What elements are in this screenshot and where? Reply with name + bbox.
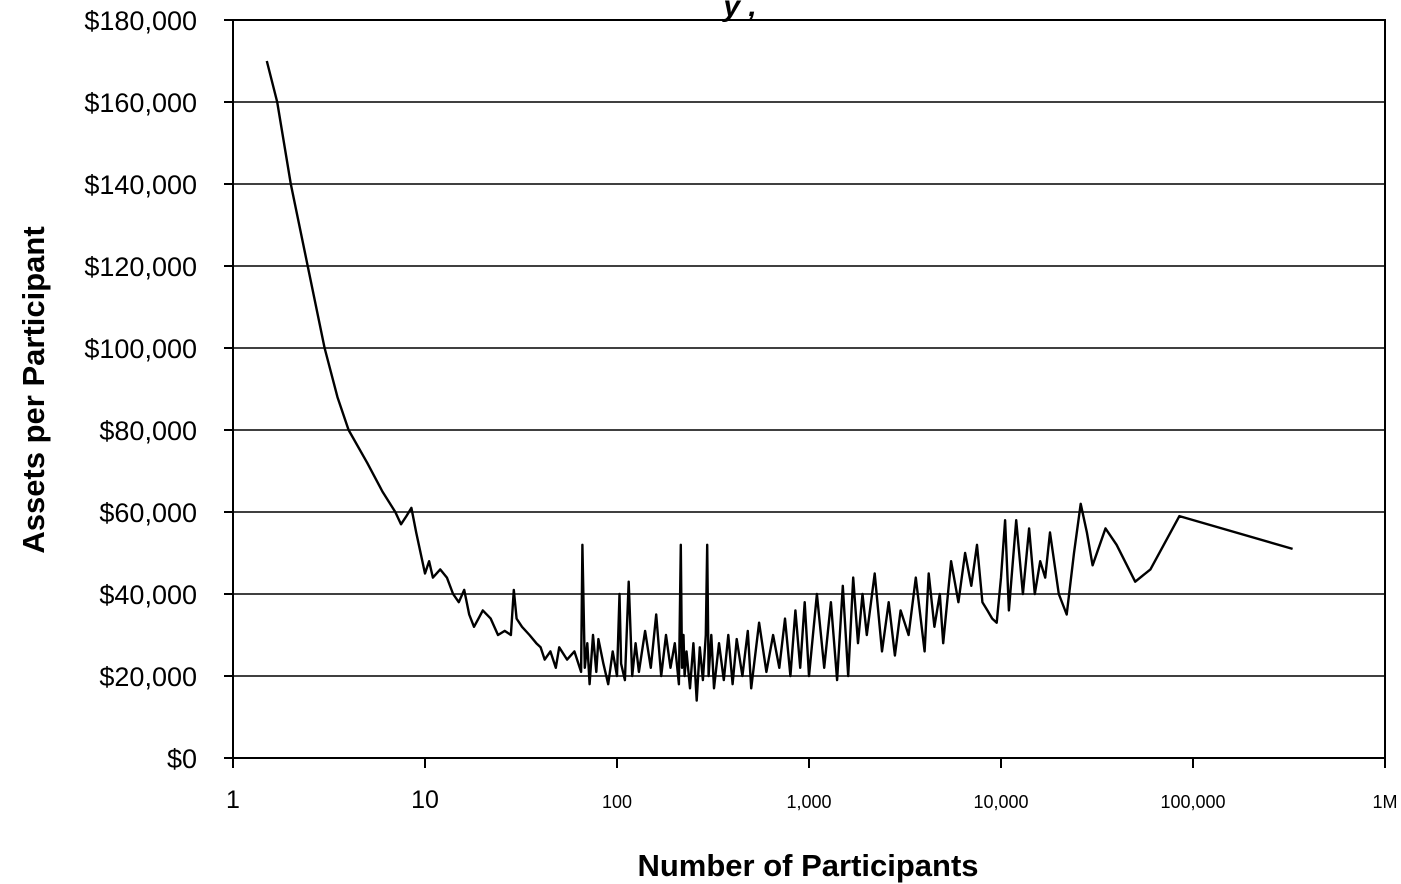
x-tick-label: 10,000 bbox=[973, 792, 1028, 812]
x-axis: 1 10 100 1,000 10,000 100,000 1M bbox=[226, 786, 1397, 814]
x-tick-label: 100 bbox=[602, 792, 632, 812]
y-tick-label: $100,000 bbox=[84, 334, 197, 364]
x-axis-ticks bbox=[232, 758, 1386, 768]
y-tick-label: $40,000 bbox=[99, 580, 197, 610]
x-tick-label: 10 bbox=[411, 786, 439, 814]
y-tick-label: $160,000 bbox=[84, 88, 197, 118]
plot-area bbox=[232, 19, 1386, 759]
y-tick-label: $140,000 bbox=[84, 170, 197, 200]
y-axis-title: Assets per Participant bbox=[16, 226, 51, 553]
chart-title-fragment: y , bbox=[721, 0, 756, 23]
x-axis-title: Number of Participants bbox=[637, 848, 978, 883]
x-tick-label: 1M bbox=[1372, 792, 1397, 812]
y-tick-label: $0 bbox=[167, 744, 197, 774]
y-tick-label: $80,000 bbox=[99, 416, 197, 446]
y-tick-label: $180,000 bbox=[84, 6, 197, 36]
series-line bbox=[265, 60, 1293, 702]
y-tick-label: $120,000 bbox=[84, 252, 197, 282]
gridlines bbox=[233, 101, 1385, 677]
y-axis: $0 $20,000 $40,000 $60,000 $80,000 $100,000 $1… bbox=[84, 6, 233, 774]
x-tick-label: 1 bbox=[226, 786, 240, 814]
y-tick-label: $60,000 bbox=[99, 498, 197, 528]
x-tick-label: 1,000 bbox=[786, 792, 831, 812]
y-tick-label: $20,000 bbox=[99, 662, 197, 692]
x-tick-label: 100,000 bbox=[1160, 792, 1225, 812]
